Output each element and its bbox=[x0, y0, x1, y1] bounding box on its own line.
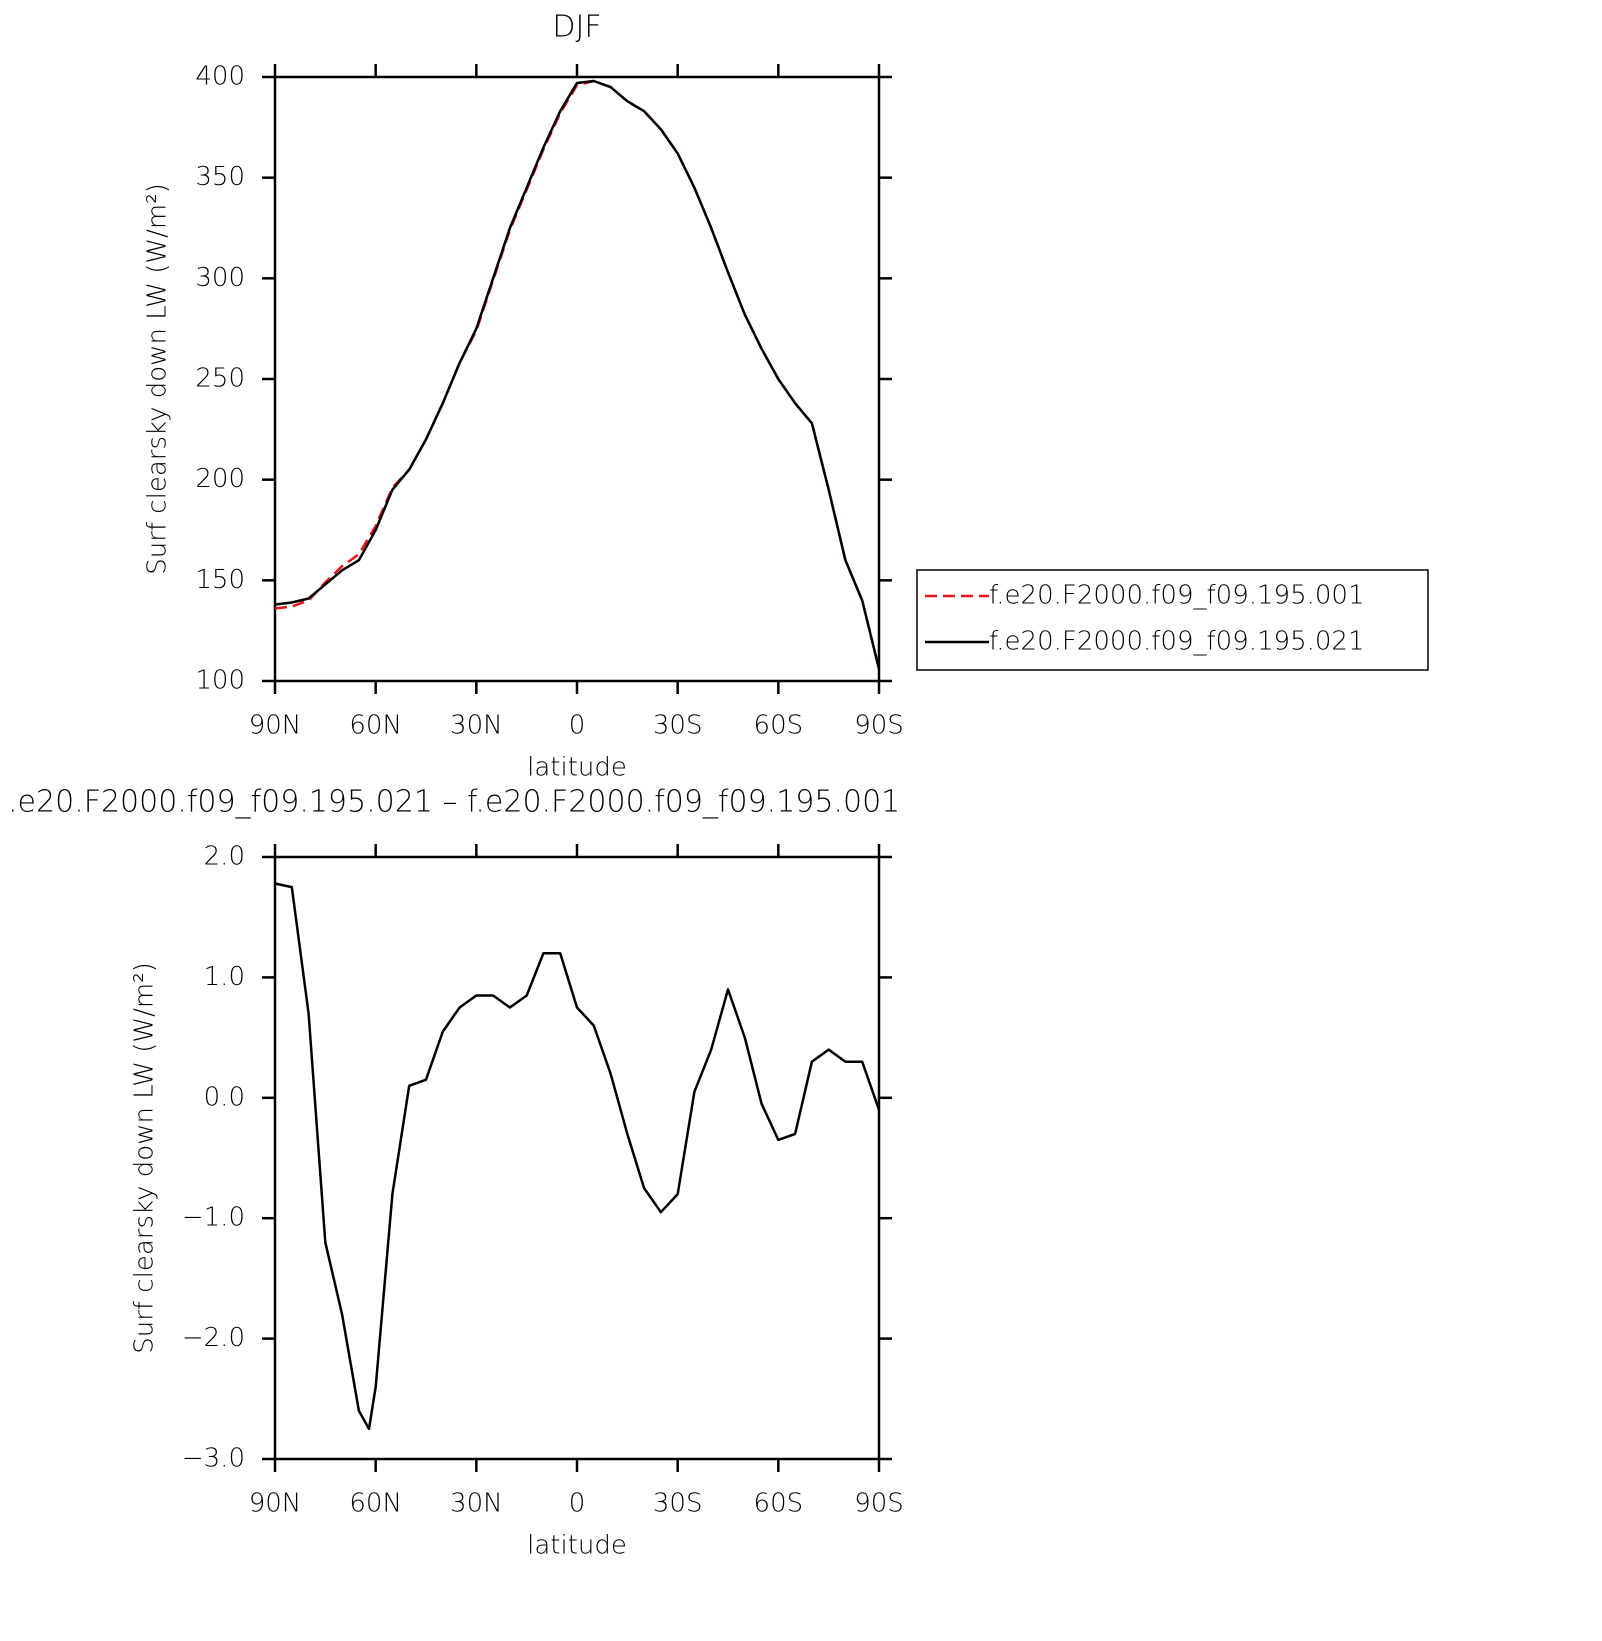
x-tick-label: 60N bbox=[349, 711, 402, 741]
x-tick-label: 30N bbox=[450, 711, 503, 741]
plot-frame bbox=[273, 855, 881, 1461]
y-tick-label: 350 bbox=[195, 162, 245, 192]
y-tick-label: 200 bbox=[195, 464, 245, 494]
y-tick-label: 100 bbox=[195, 666, 245, 696]
x-tick-label: 30S bbox=[653, 1489, 703, 1519]
data-line bbox=[274, 882, 881, 1431]
y-tick-label: 2.0 bbox=[204, 842, 245, 872]
y-axis-label: Surf clearsky down LW (W/m²) bbox=[143, 183, 173, 575]
chart-title: DJF bbox=[552, 10, 601, 45]
x-tick-label: 60S bbox=[754, 711, 804, 741]
y-tick-label: 400 bbox=[195, 62, 245, 92]
chart-title: .e20.F2000.f09_f09.195.021 – f.e20.F2000… bbox=[8, 785, 900, 820]
x-tick-label: 30S bbox=[653, 711, 703, 741]
y-tick-label: 0.0 bbox=[204, 1082, 245, 1112]
x-tick-label: 0 bbox=[569, 1489, 586, 1519]
y-axis-label: Surf clearsky down LW (W/m²) bbox=[130, 962, 160, 1354]
x-tick-label: 60S bbox=[754, 1489, 804, 1519]
y-tick-label: −1.0 bbox=[182, 1203, 245, 1233]
legend-box bbox=[916, 569, 1429, 671]
y-tick-label: 250 bbox=[195, 364, 245, 394]
legend-label: f.e20.F2000.f09_f09.195.001 bbox=[989, 581, 1365, 611]
legend-label: f.e20.F2000.f09_f09.195.021 bbox=[989, 627, 1365, 657]
y-tick-label: 300 bbox=[195, 263, 245, 293]
y-tick-label: −3.0 bbox=[182, 1444, 245, 1474]
x-tick-label: 90S bbox=[854, 1489, 904, 1519]
x-tick-label: 90S bbox=[854, 711, 904, 741]
y-tick-label: 1.0 bbox=[204, 962, 245, 992]
x-tick-label: 90N bbox=[249, 1489, 302, 1519]
plot-frame bbox=[273, 75, 881, 683]
x-tick-label: 30N bbox=[450, 1489, 503, 1519]
x-tick-label: 60N bbox=[349, 1489, 402, 1519]
x-tick-label: 90N bbox=[249, 711, 302, 741]
data-line bbox=[274, 79, 881, 670]
x-tick-label: 0 bbox=[569, 711, 586, 741]
y-tick-label: 150 bbox=[195, 565, 245, 595]
x-axis-label: latitude bbox=[527, 753, 627, 783]
data-line bbox=[274, 79, 881, 670]
x-axis-label: latitude bbox=[527, 1531, 627, 1561]
y-tick-label: −2.0 bbox=[182, 1323, 245, 1353]
